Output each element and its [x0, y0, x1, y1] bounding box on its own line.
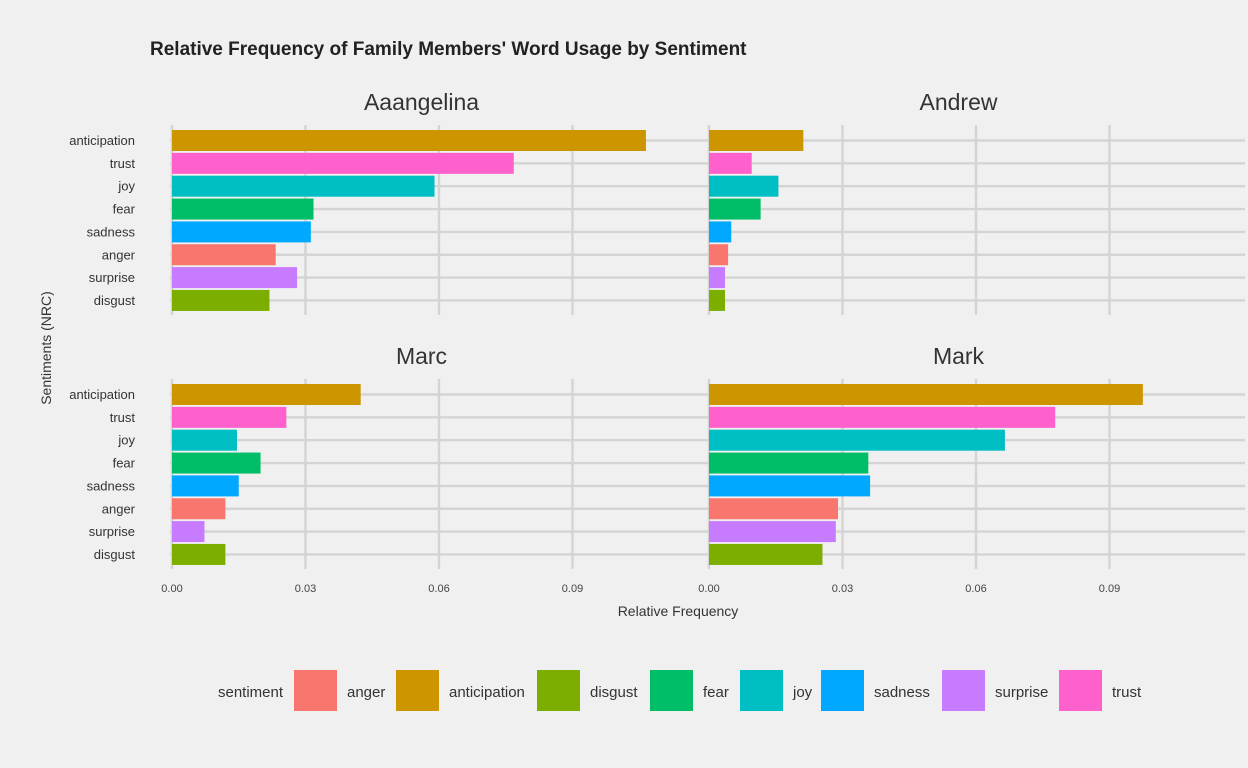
y-tick-label-sadness: sadness	[87, 224, 136, 239]
legend-label-joy: joy	[792, 684, 813, 701]
legend-swatch-disgust	[537, 670, 580, 711]
y-tick-label-sadness: sadness	[87, 478, 136, 493]
legend-swatch-trust	[1059, 670, 1102, 711]
y-tick-label-surprise: surprise	[89, 270, 135, 285]
y-tick-label-anger: anger	[102, 501, 136, 516]
bar-mark-anticipation	[709, 384, 1143, 405]
bar-andrew-trust	[709, 152, 752, 174]
chart-title: Relative Frequency of Family Members' Wo…	[150, 39, 747, 60]
x-tick-label: 0.09	[562, 583, 583, 595]
bar-andrew-sadness	[709, 221, 732, 243]
bar-andrew-joy	[709, 175, 779, 197]
bar-mark-joy	[709, 429, 1005, 451]
legend-label-anger: anger	[347, 684, 385, 701]
legend-label-sadness: sadness	[874, 684, 930, 701]
y-tick-label-trust: trust	[110, 410, 136, 425]
y-tick-label-surprise: surprise	[89, 524, 135, 539]
x-tick-label: 0.09	[1099, 583, 1120, 595]
bar-aaangelina-disgust	[172, 289, 270, 311]
y-axis-title: Sentiments (NRC)	[38, 291, 54, 405]
y-tick-label-disgust: disgust	[94, 547, 136, 562]
bar-mark-surprise	[709, 521, 836, 543]
bar-marc-anticipation	[172, 384, 361, 405]
y-tick-label-disgust: disgust	[94, 293, 136, 308]
x-tick-label: 0.06	[965, 583, 986, 595]
bar-aaangelina-fear	[172, 198, 314, 220]
legend-title: sentiment	[218, 684, 284, 701]
facet-title: Marc	[396, 343, 447, 369]
legend: sentiment anger anticipation disgust fear joy…	[218, 670, 1142, 711]
y-tick-label-joy: joy	[117, 179, 135, 194]
y-tick-label-anticipation: anticipation	[69, 387, 135, 402]
bar-marc-fear	[172, 452, 261, 474]
bar-aaangelina-trust	[172, 152, 514, 174]
x-tick-label: 0.00	[161, 583, 182, 595]
bar-aaangelina-sadness	[172, 221, 311, 243]
y-tick-label-fear: fear	[113, 202, 136, 217]
facet-title: Mark	[933, 343, 985, 369]
legend-swatch-anger	[294, 670, 337, 711]
bar-marc-disgust	[172, 543, 226, 565]
y-tick-label-trust: trust	[110, 156, 136, 171]
bar-mark-anger	[709, 498, 839, 520]
legend-label-surprise: surprise	[995, 684, 1048, 701]
y-tick-label-joy: joy	[117, 433, 135, 448]
bar-andrew-surprise	[709, 267, 726, 289]
bar-marc-surprise	[172, 521, 205, 543]
bar-mark-sadness	[709, 475, 871, 497]
bar-marc-joy	[172, 429, 237, 451]
bar-andrew-anger	[709, 244, 729, 266]
bar-mark-disgust	[709, 543, 823, 565]
y-tick-label-fear: fear	[113, 456, 136, 471]
facet-aaangelina: Aaangelina anticipation trust joy fear sadnes…	[69, 89, 708, 315]
x-tick-label: 0.03	[295, 583, 316, 595]
facet-andrew: Andrew	[707, 89, 1245, 315]
bar-mark-trust	[709, 406, 1056, 428]
legend-swatch-sadness	[821, 670, 864, 711]
y-tick-label-anger: anger	[102, 247, 136, 262]
legend-swatch-joy	[740, 670, 783, 711]
bar-marc-sadness	[172, 475, 239, 497]
legend-swatch-anticipation	[396, 670, 439, 711]
bar-marc-trust	[172, 406, 287, 428]
bar-aaangelina-anger	[172, 244, 276, 266]
x-tick-label: 0.03	[832, 583, 853, 595]
bar-aaangelina-joy	[172, 175, 435, 197]
facet-mark: Mark 0.00 0.03 0.06 0.09	[698, 343, 1245, 595]
x-tick-label: 0.06	[428, 583, 449, 595]
bar-andrew-disgust	[709, 289, 726, 311]
bar-marc-anger	[172, 498, 226, 520]
legend-label-trust: trust	[1112, 684, 1142, 701]
facet-panels: Aaangelina anticipation trust joy fear sadnes…	[69, 89, 1245, 595]
bar-aaangelina-anticipation	[172, 130, 646, 151]
facet-title: Andrew	[920, 89, 998, 115]
y-tick-label-anticipation: anticipation	[69, 133, 135, 148]
facet-marc: Marc anticipation trust joy fear sadness anger…	[69, 343, 708, 595]
facet-title: Aaangelina	[364, 89, 479, 115]
bar-aaangelina-surprise	[172, 267, 298, 289]
bar-andrew-anticipation	[709, 130, 804, 151]
legend-swatch-fear	[650, 670, 693, 711]
legend-label-fear: fear	[703, 684, 729, 701]
x-axis-title: Relative Frequency	[618, 603, 739, 619]
legend-label-disgust: disgust	[590, 684, 638, 701]
bar-mark-fear	[709, 452, 869, 474]
legend-swatch-surprise	[942, 670, 985, 711]
x-tick-label: 0.00	[698, 583, 719, 595]
bar-andrew-fear	[709, 198, 761, 220]
legend-label-anticipation: anticipation	[449, 684, 525, 701]
